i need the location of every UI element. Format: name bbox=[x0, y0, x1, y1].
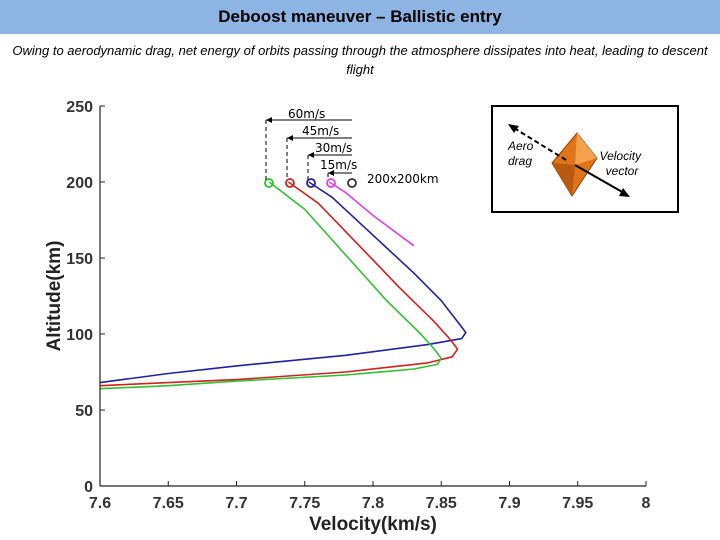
inset-label-aero: Aero drag bbox=[507, 139, 537, 168]
label-30ms: 30m/s bbox=[315, 141, 352, 155]
x-tick-label: 7.8 bbox=[362, 495, 384, 512]
x-tick-label: 7.7 bbox=[225, 495, 247, 512]
x-tick-label: 7.65 bbox=[153, 495, 184, 512]
x-tick-label: 7.75 bbox=[289, 495, 320, 512]
inset-label-velocity: Velocity vector bbox=[600, 149, 645, 178]
series-line-1 bbox=[99, 181, 467, 384]
label-45ms: 45m/s bbox=[302, 124, 339, 138]
slide-subtitle: Owing to aerodynamic drag, net energy of… bbox=[12, 43, 708, 77]
y-tick-label: 200 bbox=[66, 175, 93, 192]
axis-layer: 7.6 7.65 7.7 7.75 7.8 7.85 7.9 7.95 8 0 50 100 150 20… bbox=[44, 99, 651, 535]
y-axis-label: Altitude(km) bbox=[44, 241, 65, 352]
start-markers bbox=[264, 178, 357, 188]
marker-60ms bbox=[264, 178, 274, 188]
slide-title: Deboost maneuver – Ballistic entry bbox=[218, 7, 502, 26]
inset-box: Aero drag Velocity vector bbox=[491, 105, 679, 213]
aero-drag-arrowhead bbox=[508, 124, 519, 133]
label-15ms: 15m/s bbox=[320, 158, 357, 172]
label-200x200km: 200x200km bbox=[367, 172, 439, 186]
y-tick-label: 50 bbox=[75, 403, 93, 420]
label-60ms: 60m/s bbox=[288, 107, 325, 121]
y-tick-label: 150 bbox=[66, 251, 93, 268]
x-tick-label: 7.85 bbox=[426, 495, 457, 512]
capsule-icon bbox=[551, 132, 598, 197]
x-tick-label: 8 bbox=[642, 495, 651, 512]
velocity-vector-arrowhead bbox=[619, 188, 630, 197]
marker-45ms bbox=[285, 178, 295, 188]
y-tick-label: 100 bbox=[66, 327, 93, 344]
series-line-0 bbox=[328, 181, 415, 247]
series-line-3 bbox=[99, 181, 443, 390]
y-tick-label: 0 bbox=[84, 479, 93, 496]
x-tick-label: 7.95 bbox=[562, 495, 593, 512]
x-tick-label: 7.9 bbox=[498, 495, 520, 512]
title-bar: Deboost maneuver – Ballistic entry bbox=[0, 0, 720, 34]
marker-200x200km bbox=[347, 178, 357, 188]
delta-v-leaders bbox=[265, 117, 352, 180]
x-axis-label: Velocity(km/s) bbox=[309, 514, 437, 535]
aero-drag-arrow bbox=[513, 127, 567, 161]
series-line-2 bbox=[99, 181, 459, 387]
x-tick-label: 7.6 bbox=[89, 495, 111, 512]
y-tick-label: 250 bbox=[66, 99, 93, 116]
marker-30ms bbox=[306, 178, 316, 188]
series-layer bbox=[99, 181, 467, 390]
marker-15ms bbox=[326, 178, 336, 188]
velocity-vector-arrow bbox=[574, 164, 625, 194]
